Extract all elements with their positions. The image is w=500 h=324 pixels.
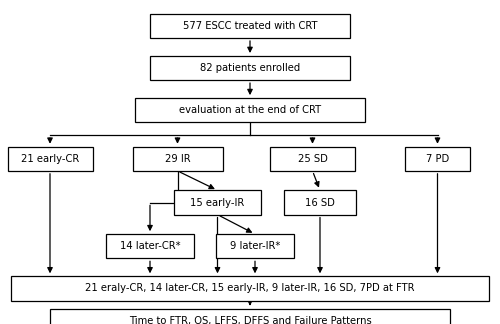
FancyBboxPatch shape <box>150 14 350 38</box>
Text: 21 early-CR: 21 early-CR <box>21 154 79 164</box>
FancyBboxPatch shape <box>270 147 355 171</box>
Text: evaluation at the end of CRT: evaluation at the end of CRT <box>179 105 321 115</box>
Text: 7 PD: 7 PD <box>426 154 449 164</box>
Text: Time to FTR, OS, LFFS, DFFS and Failure Patterns: Time to FTR, OS, LFFS, DFFS and Failure … <box>128 316 372 324</box>
FancyBboxPatch shape <box>106 234 194 259</box>
Text: 29 IR: 29 IR <box>164 154 190 164</box>
Text: 82 patients enrolled: 82 patients enrolled <box>200 63 300 73</box>
Text: 14 later-CR*: 14 later-CR* <box>120 241 180 251</box>
FancyBboxPatch shape <box>150 56 350 80</box>
FancyBboxPatch shape <box>8 147 92 171</box>
Text: 9 later-IR*: 9 later-IR* <box>230 241 280 251</box>
Text: 21 eraly-CR, 14 later-CR, 15 early-IR, 9 later-IR, 16 SD, 7PD at FTR: 21 eraly-CR, 14 later-CR, 15 early-IR, 9… <box>85 284 415 293</box>
FancyBboxPatch shape <box>50 308 450 324</box>
FancyBboxPatch shape <box>284 191 356 214</box>
FancyBboxPatch shape <box>135 98 365 122</box>
Text: 16 SD: 16 SD <box>305 198 335 207</box>
FancyBboxPatch shape <box>174 191 261 214</box>
Text: 577 ESCC treated with CRT: 577 ESCC treated with CRT <box>183 21 318 31</box>
FancyBboxPatch shape <box>405 147 470 171</box>
FancyBboxPatch shape <box>132 147 222 171</box>
FancyBboxPatch shape <box>216 234 294 259</box>
Text: 15 early-IR: 15 early-IR <box>190 198 244 207</box>
FancyBboxPatch shape <box>12 276 489 301</box>
Text: 25 SD: 25 SD <box>298 154 328 164</box>
